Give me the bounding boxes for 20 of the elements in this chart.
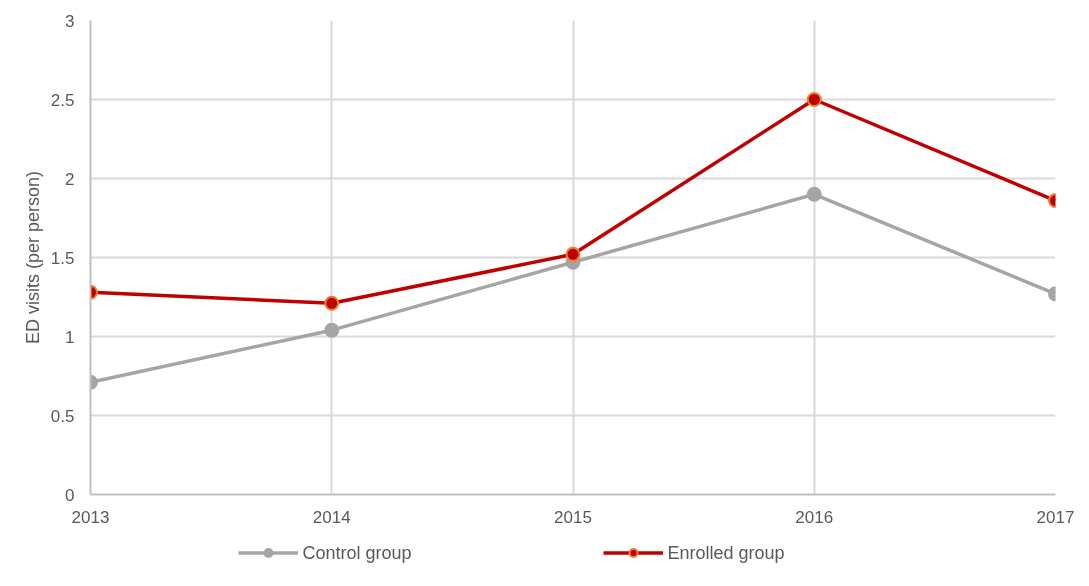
point bbox=[324, 295, 340, 311]
y-tick-label: 0 bbox=[65, 485, 75, 505]
x-tick-label: 2017 bbox=[1036, 507, 1075, 527]
point bbox=[565, 246, 581, 262]
x-tick-label: 2016 bbox=[795, 507, 834, 527]
y-tick-label: 2.5 bbox=[50, 90, 75, 110]
y-tick-label: 1.5 bbox=[50, 248, 75, 268]
point bbox=[806, 92, 822, 107]
y-tick-label: 3 bbox=[65, 11, 75, 31]
x-tick-label: 2013 bbox=[71, 507, 110, 527]
y-tick-label: 0.5 bbox=[50, 406, 75, 426]
x-tick-label: 2014 bbox=[312, 507, 351, 527]
legend-label: Enrolled group bbox=[667, 542, 786, 563]
y-tick-label: 1 bbox=[65, 327, 75, 347]
x-tick-label: 2015 bbox=[554, 507, 592, 527]
point bbox=[806, 186, 822, 202]
y-axis-title: ED visits (per person) bbox=[22, 170, 43, 345]
legend-label: Control group bbox=[302, 542, 413, 563]
y-tick-label: 2 bbox=[65, 169, 75, 189]
point bbox=[324, 322, 340, 338]
